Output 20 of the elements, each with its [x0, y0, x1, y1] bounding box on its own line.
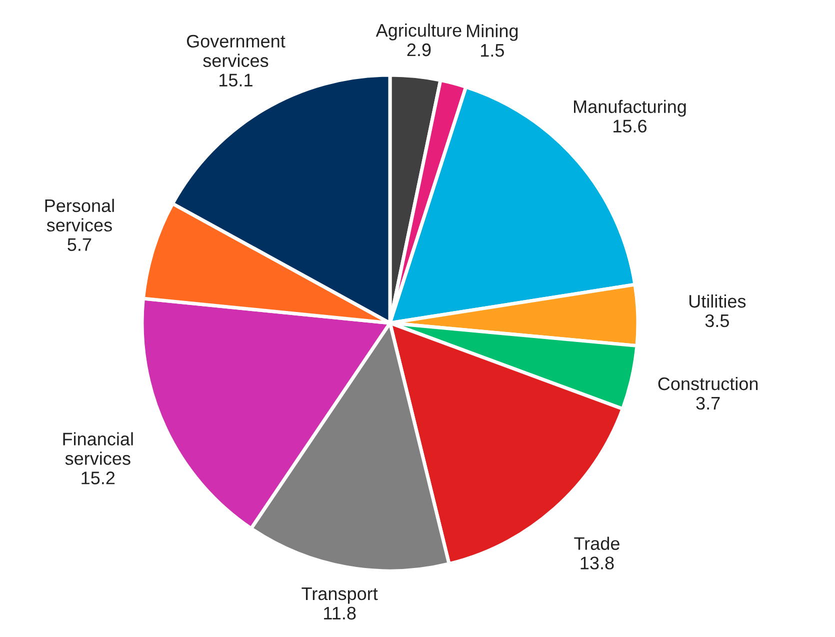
data-label: 13.8 — [580, 556, 614, 570]
slice-label: Manufacturing — [574, 100, 686, 117]
slice-label: Trade — [574, 536, 620, 550]
slice-label: Construction — [658, 376, 758, 390]
data-label: 15.2 — [82, 472, 115, 484]
slice-label: Government services — [186, 34, 286, 68]
slice-label: Agriculture — [376, 24, 462, 40]
slice-label: Transport — [302, 588, 378, 604]
slice-label: Utilities — [689, 294, 746, 308]
data-label: 11.8 — [324, 606, 356, 620]
data-label: 3.7 — [696, 396, 720, 410]
data-label: 5.7 — [68, 238, 92, 251]
data-label: 2.9 — [407, 43, 431, 56]
slice-label: Financial services — [63, 432, 133, 465]
data-label: 15.6 — [614, 120, 647, 133]
data-label: 15.1 — [220, 74, 252, 86]
data-label: 3.5 — [705, 314, 729, 328]
slice-label: Mining — [467, 24, 518, 41]
slice-label: Personal services — [45, 198, 114, 232]
data-label: 1.5 — [481, 44, 504, 57]
